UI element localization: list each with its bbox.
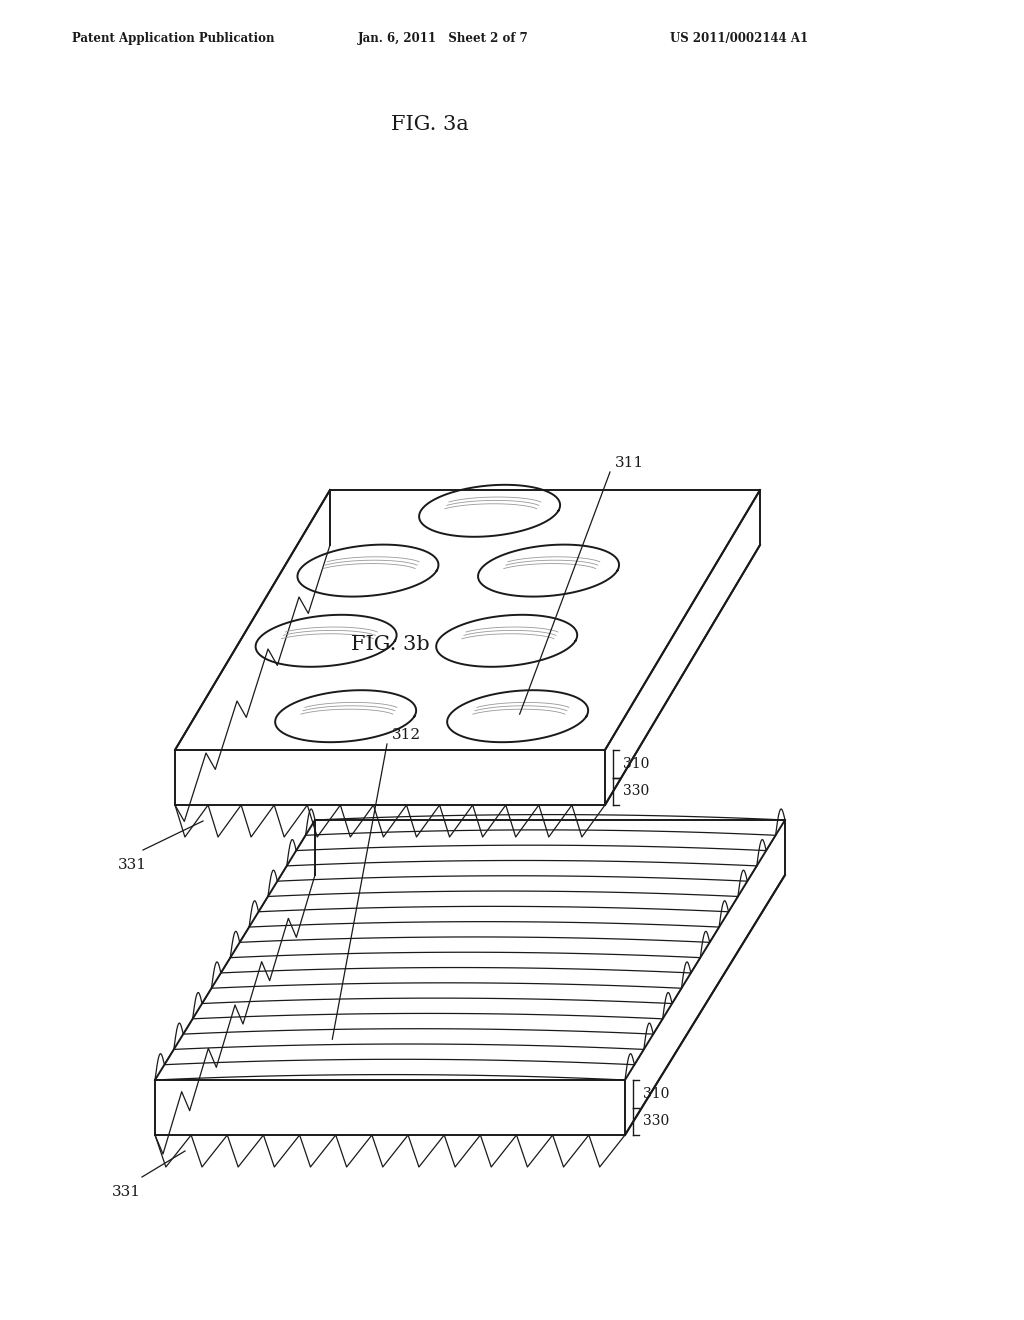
Text: 330: 330 [643,1114,670,1129]
Text: Patent Application Publication: Patent Application Publication [72,32,274,45]
Text: 312: 312 [392,729,421,742]
Text: US 2011/0002144 A1: US 2011/0002144 A1 [670,32,808,45]
Text: 310: 310 [643,1086,670,1101]
Text: Jan. 6, 2011   Sheet 2 of 7: Jan. 6, 2011 Sheet 2 of 7 [358,32,528,45]
Text: 311: 311 [615,455,644,470]
Text: 310: 310 [623,756,649,771]
Text: 331: 331 [118,858,147,873]
Text: FIG. 3a: FIG. 3a [391,115,469,135]
Text: 331: 331 [112,1185,141,1199]
Text: 330: 330 [623,784,649,799]
Text: FIG. 3b: FIG. 3b [350,635,429,653]
